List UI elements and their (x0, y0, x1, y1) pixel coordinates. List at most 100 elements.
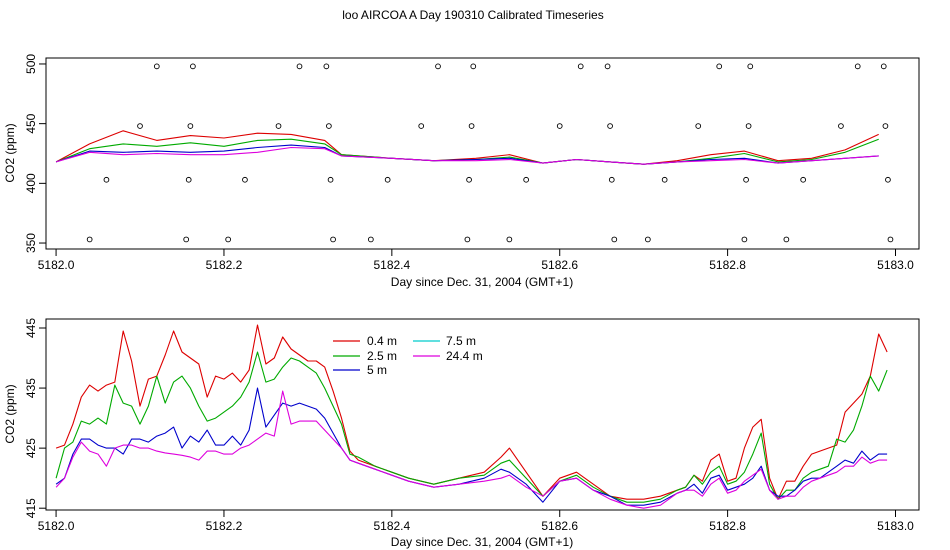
y-tick-label: 445 (24, 318, 38, 338)
data-point (187, 123, 194, 129)
data-point (645, 236, 651, 243)
data-point (577, 63, 584, 70)
y-axis-ticks-top: 350 400 450 500 (24, 54, 46, 253)
plot-frame-bottom (45, 318, 920, 511)
x-tick-label: 5182.4 (373, 519, 410, 533)
data-point (747, 63, 754, 70)
data-point (330, 236, 336, 243)
data-point (468, 123, 475, 129)
data-point (296, 63, 303, 70)
points-top (86, 63, 894, 243)
data-point (190, 63, 196, 70)
chart-title: loo AIRCOA A Day 190310 Calibrated Times… (342, 8, 603, 22)
data-point (743, 176, 749, 183)
data-point (882, 123, 889, 129)
y-tick-label: 500 (24, 54, 38, 74)
y-tick-label: 450 (24, 113, 38, 133)
panel-bottom: 5182.0 5182.2 5182.4 5182.6 5182.8 5183.0 415… (3, 318, 920, 549)
x-tick-label: 5183.0 (877, 519, 914, 533)
data-point (103, 176, 110, 183)
plot-frame-top (45, 57, 920, 250)
legend-item-2-5m: 2.5 m (333, 349, 397, 363)
y-axis-title-bottom: CO2 (ppm) (3, 384, 17, 443)
data-point (745, 123, 752, 129)
data-point (506, 236, 513, 243)
legend-label: 7.5 m (446, 334, 476, 348)
legend-item-5m: 5 m (333, 363, 387, 377)
x-tick-label: 5183.0 (877, 258, 914, 272)
data-point (470, 63, 477, 70)
legend-item-0-4m: 0.4 m (333, 334, 397, 348)
series-line-5-m (55, 144, 879, 165)
x-tick-label: 5182.2 (206, 258, 243, 272)
legend-label: 0.4 m (367, 334, 397, 348)
data-point (323, 63, 330, 70)
data-point (137, 123, 143, 129)
data-point (604, 63, 611, 70)
legend-label: 24.4 m (446, 349, 483, 363)
data-point (435, 63, 441, 70)
series-line-24-4-m (55, 146, 879, 165)
x-tick-label: 5182.6 (541, 519, 578, 533)
data-point (800, 176, 807, 183)
data-point (695, 123, 702, 129)
data-point (466, 176, 472, 183)
y-tick-label: 415 (24, 498, 38, 518)
data-point (741, 236, 748, 243)
x-axis-title-bottom: Day since Dec. 31, 2004 (GMT+1) (391, 535, 573, 549)
data-point (607, 123, 613, 129)
y-axis-ticks-bottom: 415 425 435 445 (24, 318, 46, 518)
data-point (384, 176, 391, 183)
x-tick-label: 5182.8 (709, 519, 746, 533)
y-tick-label: 400 (24, 173, 38, 193)
data-point (326, 123, 332, 129)
data-point (661, 176, 668, 183)
legend-item-7-5m: 7.5 m (413, 334, 476, 348)
data-point (880, 63, 887, 70)
series-line-24-4-m (55, 390, 888, 509)
panel-top: 5182.0 5182.2 5182.4 5182.6 5182.8 5183.0 350… (3, 54, 920, 289)
series-line-5-m (55, 387, 888, 506)
series-lines-top (55, 130, 879, 165)
x-tick-label: 5182.0 (38, 258, 75, 272)
series-lines-bottom (55, 324, 888, 509)
data-point (783, 236, 790, 243)
data-point (185, 176, 192, 183)
x-tick-label: 5182.8 (709, 258, 746, 272)
data-point (887, 236, 894, 243)
data-point (418, 123, 425, 129)
data-point (242, 176, 248, 183)
data-point (275, 123, 282, 129)
data-point (86, 236, 93, 243)
data-point (153, 63, 160, 70)
x-tick-label: 5182.0 (38, 519, 75, 533)
x-tick-label: 5182.6 (541, 258, 578, 272)
legend-label: 2.5 m (367, 349, 397, 363)
data-point (611, 236, 618, 243)
data-point (225, 236, 232, 243)
x-axis-ticks-bottom: 5182.0 5182.2 5182.4 5182.6 5182.8 5183.0 (38, 510, 914, 533)
legend-label: 5 m (367, 363, 387, 377)
data-point (838, 123, 844, 129)
legend: 0.4 m 2.5 m 5 m 7.5 m 24.4 m (333, 334, 483, 377)
data-point (327, 176, 334, 183)
data-point (885, 176, 891, 183)
x-tick-label: 5182.4 (373, 258, 410, 272)
x-axis-ticks-top: 5182.0 5182.2 5182.4 5182.6 5182.8 5183.0 (38, 249, 914, 272)
data-point (716, 63, 723, 70)
legend-item-24-4m: 24.4 m (413, 349, 483, 363)
y-axis-title-top: CO2 (ppm) (3, 123, 17, 182)
y-tick-label: 425 (24, 438, 38, 458)
y-tick-label: 435 (24, 378, 38, 398)
data-point (368, 236, 374, 243)
series-line-0-4-m (55, 130, 879, 165)
y-tick-label: 350 (24, 233, 38, 253)
data-point (523, 176, 530, 183)
data-point (854, 63, 861, 70)
data-point (464, 236, 471, 243)
series-line-2-5-m (55, 351, 888, 503)
x-tick-label: 5182.2 (206, 519, 243, 533)
x-axis-title-top: Day since Dec. 31, 2004 (GMT+1) (391, 275, 573, 289)
data-point (608, 176, 615, 183)
